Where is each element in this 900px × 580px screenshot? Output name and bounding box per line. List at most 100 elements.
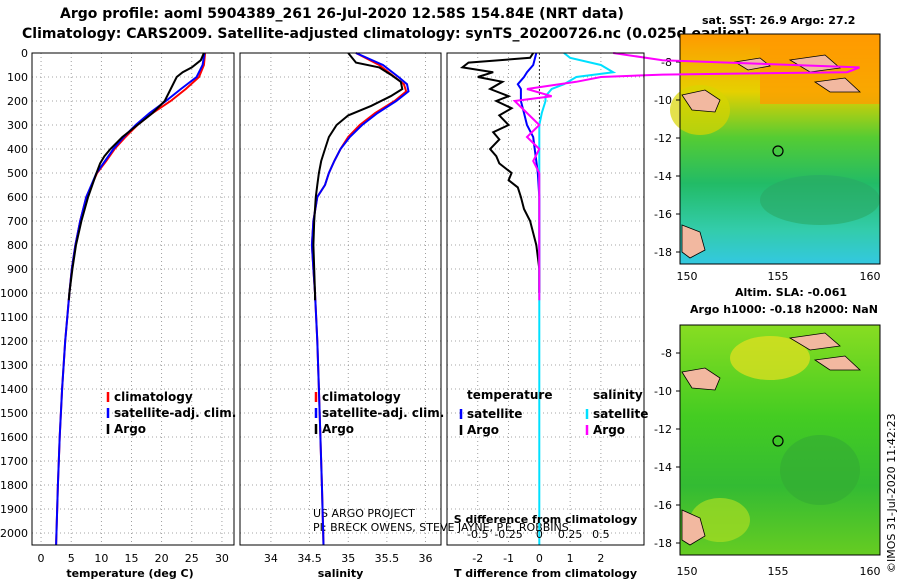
series-line-temperature-argo xyxy=(459,52,541,293)
profile-panels: 0100200300400500600700800900100011001200… xyxy=(0,47,860,580)
legend-header-temperature: temperature xyxy=(467,388,552,402)
legend: temperature salinity satellite Argo satellit… xyxy=(459,388,648,437)
depth-tick-label: 900 xyxy=(7,263,28,276)
depth-tick-label: 500 xyxy=(7,167,28,180)
x-tick-label: 35 xyxy=(341,552,355,565)
series-line-argo xyxy=(312,52,404,301)
x-tick-label: 0 xyxy=(38,552,45,565)
sla-map-lon-ticks: 150 155 160 xyxy=(677,565,881,578)
legend-label: climatology xyxy=(114,390,193,404)
depth-tick-label: 800 xyxy=(7,239,28,252)
map-lat-label: -14 xyxy=(654,170,672,183)
top-x-tick-label: 0.25 xyxy=(558,528,583,541)
panel-frame xyxy=(239,52,442,546)
map-lat-label: -12 xyxy=(654,423,672,436)
top-x-tick-label: 0.5 xyxy=(592,528,610,541)
depth-tick-label: 600 xyxy=(7,191,28,204)
x-tick-label: 20 xyxy=(155,552,169,565)
sst-map-frame xyxy=(679,33,881,265)
map-lat-label: -10 xyxy=(654,94,672,107)
sla-map-frame xyxy=(679,324,881,556)
sla-map xyxy=(679,324,881,556)
sla-map-title-1: Altim. SLA: -0.061 xyxy=(735,286,847,299)
sla-patch-2 xyxy=(690,498,750,542)
legend-label: Argo xyxy=(593,423,625,437)
depth-tick-label: 0 xyxy=(21,47,28,60)
legend-label: satellite xyxy=(593,407,648,421)
panel-frame xyxy=(31,52,235,546)
depth-tick-label: 1500 xyxy=(0,407,28,420)
island-outline xyxy=(788,332,841,351)
series-line-satellite-adj-clim- xyxy=(310,52,410,546)
map-lat-label: -8 xyxy=(661,56,672,69)
map-lat-label: -8 xyxy=(661,347,672,360)
depth-axis-labels: 0 100 200 300 400 500 600 700 800 900 1000 1100 1200… xyxy=(0,47,28,540)
depth-tick-label: 2000 xyxy=(0,527,28,540)
panel-difference: -2 -1 0 1 2-0.5 -0.25 0 0.25 0.5S difference fro… xyxy=(446,52,860,580)
imos-stamp: ©IMOS 31-Jul-2020 11:42:23 xyxy=(885,413,898,573)
x-tick-label: 0 xyxy=(536,552,543,565)
sst-map-lon-ticks: 150 155 160 xyxy=(677,270,881,283)
depth-tick-label: 1700 xyxy=(0,455,28,468)
depth-tick-label: 1900 xyxy=(0,503,28,516)
title-line-1: Argo profile: aoml 5904389_261 26-Jul-20… xyxy=(60,6,624,22)
credits-line-1: US ARGO PROJECT xyxy=(313,507,415,520)
panel-frame xyxy=(446,52,645,546)
map-lat-label: -18 xyxy=(654,246,672,259)
series-line-salinity-satellite xyxy=(538,52,617,545)
x-tick-label: 34 xyxy=(264,552,278,565)
series-line-salinity-argo xyxy=(512,52,860,301)
sst-patch-2 xyxy=(760,175,880,225)
depth-tick-label: 100 xyxy=(7,71,28,84)
depth-tick-label: 1200 xyxy=(0,335,28,348)
grid xyxy=(240,52,441,545)
title-line-2: Climatology: CARS2009. Satellite-adjuste… xyxy=(22,26,750,42)
x-tick-label: 35.5 xyxy=(375,552,400,565)
x-tick-label: 30 xyxy=(215,552,229,565)
map-lat-label: -10 xyxy=(654,385,672,398)
depth-tick-label: 700 xyxy=(7,215,28,228)
map-lon-label: 160 xyxy=(860,270,881,283)
top-x-tick-label: -0.5 xyxy=(467,528,488,541)
top-x-tick-label: 0 xyxy=(536,528,543,541)
depth-tick-label: 1600 xyxy=(0,431,28,444)
map-lon-label: 155 xyxy=(768,565,789,578)
x-axis-label: T difference from climatology xyxy=(454,567,637,580)
legend-label: satellite xyxy=(467,407,522,421)
depth-tick-label: 200 xyxy=(7,95,28,108)
depth-tick-label: 1000 xyxy=(0,287,28,300)
x-tick-label: -2 xyxy=(472,552,483,565)
x-tick-label: 5 xyxy=(68,552,75,565)
island-outline xyxy=(813,77,862,93)
map-lat-label: -16 xyxy=(654,499,672,512)
argo-location-marker xyxy=(772,435,784,447)
series-line-climatology xyxy=(55,52,207,546)
legend-header-salinity: salinity xyxy=(593,388,643,402)
legend-label: Argo xyxy=(114,422,146,436)
top-x-axis-label: S difference from climatology xyxy=(454,513,638,526)
map-lat-label: -14 xyxy=(654,461,672,474)
sla-map-title-2: Argo h1000: -0.18 h2000: NaN xyxy=(690,303,878,316)
x-tick-label: 36 xyxy=(419,552,433,565)
island-outline xyxy=(681,224,706,259)
map-lat-label: -12 xyxy=(654,132,672,145)
legend: climatology satellite-adj. clim. Argo xyxy=(314,390,444,436)
legend-label: climatology xyxy=(322,390,401,404)
map-lon-label: 150 xyxy=(677,270,698,283)
map-lon-label: 160 xyxy=(860,565,881,578)
grid xyxy=(447,52,644,545)
series-line-argo xyxy=(67,52,205,301)
argo-location-marker xyxy=(772,145,784,157)
depth-tick-label: 300 xyxy=(7,119,28,132)
x-tick-label: 25 xyxy=(185,552,199,565)
island-outline xyxy=(681,509,706,546)
x-tick-label: 10 xyxy=(94,552,108,565)
depth-tick-label: 1400 xyxy=(0,383,28,396)
depth-tick-label: 1300 xyxy=(0,359,28,372)
x-tick-label: 1 xyxy=(567,552,574,565)
map-lat-label: -18 xyxy=(654,537,672,550)
island-outline xyxy=(681,89,721,113)
top-x-tick-label: -0.25 xyxy=(494,528,522,541)
sst-map-title: sat. SST: 26.9 Argo: 27.2 xyxy=(702,14,855,27)
